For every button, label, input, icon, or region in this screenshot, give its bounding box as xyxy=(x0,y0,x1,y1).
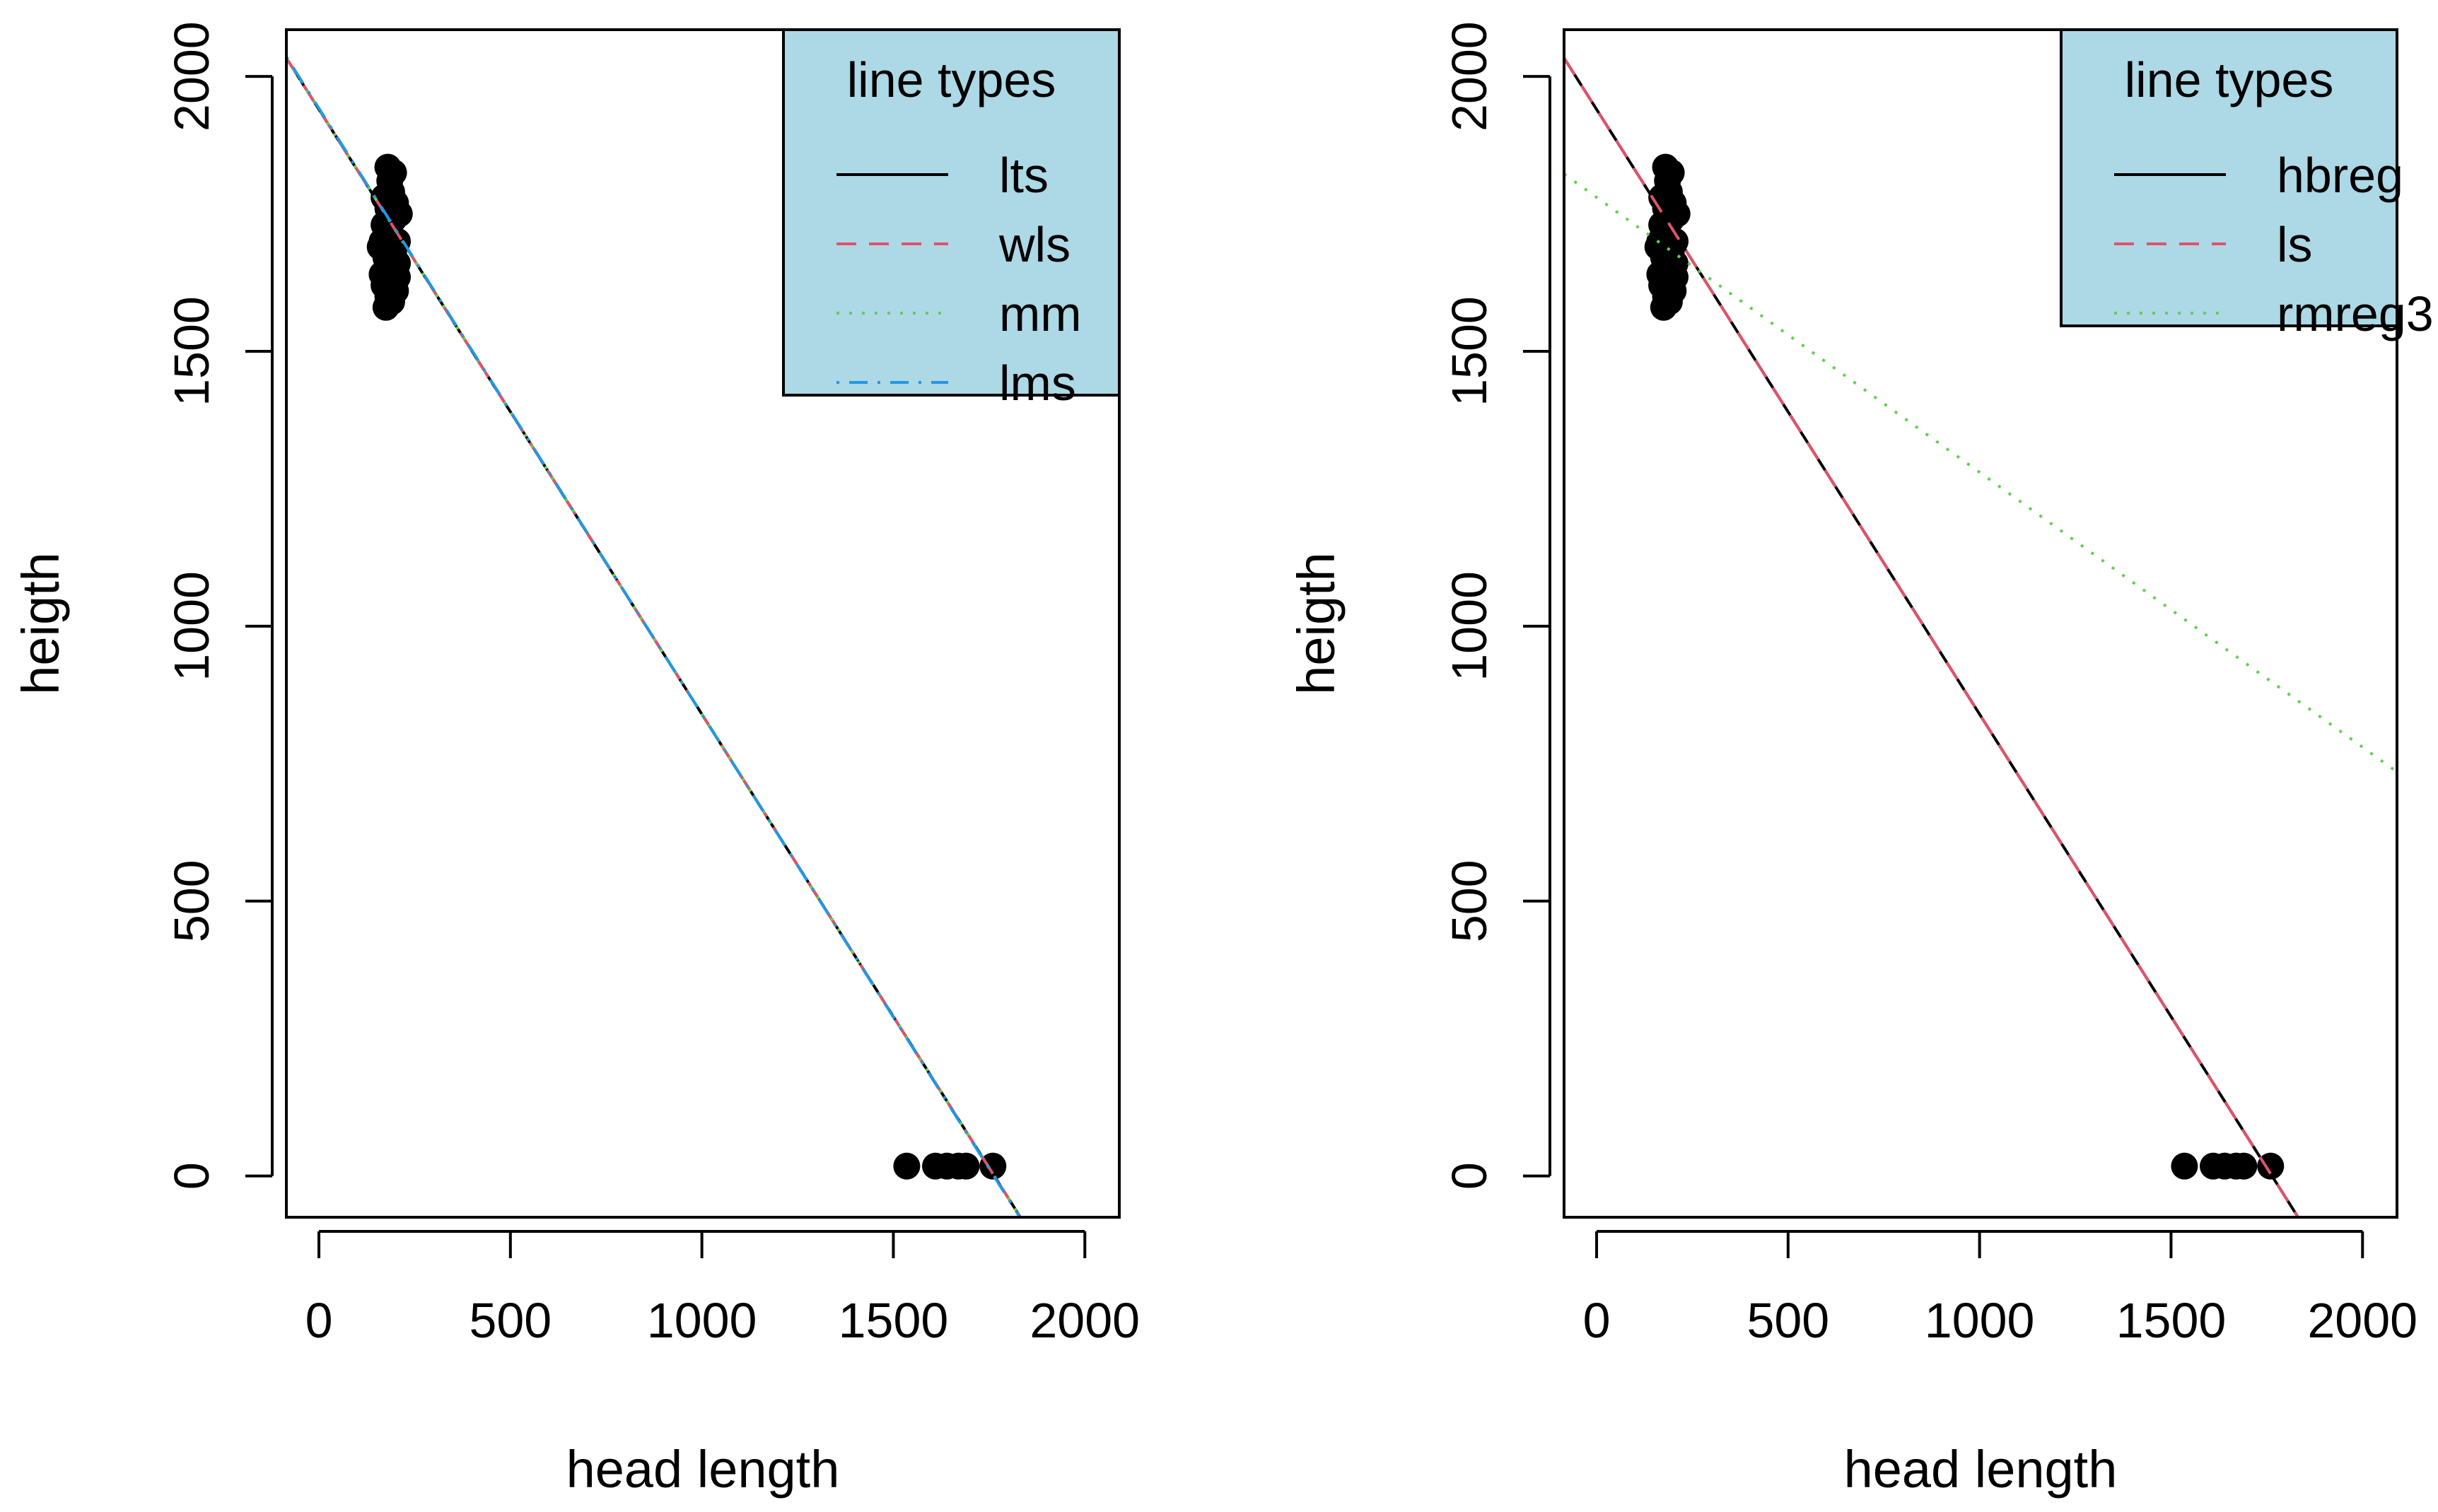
plot-frame xyxy=(285,28,1121,1219)
legend-label-mm: mm xyxy=(999,286,1082,341)
y-tick-label: 1500 xyxy=(1442,296,1497,406)
x-tick-label: 1000 xyxy=(1925,1293,2035,1348)
x-tick-label: 0 xyxy=(1583,1293,1611,1348)
legend-title: line types xyxy=(2125,52,2334,107)
series-line-lms xyxy=(286,56,1022,1217)
regression-lines xyxy=(1564,57,2397,1217)
data-point xyxy=(979,1152,1007,1180)
data-point xyxy=(380,159,407,187)
legend-title: line types xyxy=(847,52,1056,107)
y-tick-label: 0 xyxy=(164,1162,219,1190)
y-tick-label: 500 xyxy=(164,860,219,942)
x-tick-label: 1500 xyxy=(2116,1293,2227,1348)
data-point xyxy=(2171,1152,2198,1180)
legend-label-ls: ls xyxy=(2277,217,2313,272)
legend-label-lms: lms xyxy=(999,356,1076,411)
regression-lines xyxy=(286,56,1022,1217)
legend: line types lts wls mm lms xyxy=(782,28,1121,411)
data-point xyxy=(1663,200,1691,228)
data-point xyxy=(384,250,412,277)
data-point xyxy=(2230,1152,2258,1180)
data-point xyxy=(1657,159,1685,187)
chart-panel-1: 0 500 1000 1500 2000 0 500 1000 1500 2000 head len… xyxy=(11,21,1140,1499)
chart-panel-2: 0 500 1000 1500 2000 0 500 1000 1500 2000 head len… xyxy=(1287,21,2434,1499)
x-tick-label: 2000 xyxy=(2307,1293,2417,1348)
data-point xyxy=(366,233,394,261)
data-point xyxy=(1644,233,1672,261)
y-tick-label: 2000 xyxy=(1442,21,1497,131)
y-axis-title: heigth xyxy=(11,552,70,695)
legend-label-hbreg: hbreg xyxy=(2277,148,2403,203)
legend-label-wls: wls xyxy=(998,217,1071,272)
x-tick-label: 1500 xyxy=(839,1293,949,1348)
plot-frame xyxy=(1563,28,2398,1219)
y-tick-label: 1000 xyxy=(164,571,219,681)
legend-box xyxy=(782,28,1121,397)
x-tick-label: 500 xyxy=(1746,1293,1829,1348)
x-axis-title: head length xyxy=(566,1440,840,1499)
legend-label-lts: lts xyxy=(999,148,1049,203)
data-point xyxy=(1662,250,1689,277)
data-point xyxy=(385,200,413,228)
x-tick-label: 2000 xyxy=(1030,1293,1140,1348)
data-point xyxy=(952,1152,980,1180)
y-tick-label: 1000 xyxy=(1442,571,1497,681)
legend-label-rmreg3: rmreg3 xyxy=(2277,286,2434,341)
x-tick-label: 0 xyxy=(305,1293,333,1348)
legend: line types hbreg ls rmreg3 xyxy=(2060,28,2434,341)
legend-box xyxy=(2060,28,2398,327)
x-axis-title: head length xyxy=(1844,1440,2118,1499)
y-tick-label: 500 xyxy=(1442,860,1497,942)
data-point xyxy=(2257,1152,2285,1180)
series-line-rmreg3 xyxy=(1564,172,2397,773)
data-point xyxy=(893,1152,921,1180)
x-tick-label: 500 xyxy=(469,1293,552,1348)
x-tick-label: 1000 xyxy=(647,1293,757,1348)
series-line-hbreg xyxy=(1564,57,2300,1217)
y-tick-label: 0 xyxy=(1442,1162,1497,1190)
y-tick-label: 2000 xyxy=(164,21,219,131)
y-axis-title: heigth xyxy=(1287,552,1346,695)
y-tick-label: 1500 xyxy=(164,296,219,406)
